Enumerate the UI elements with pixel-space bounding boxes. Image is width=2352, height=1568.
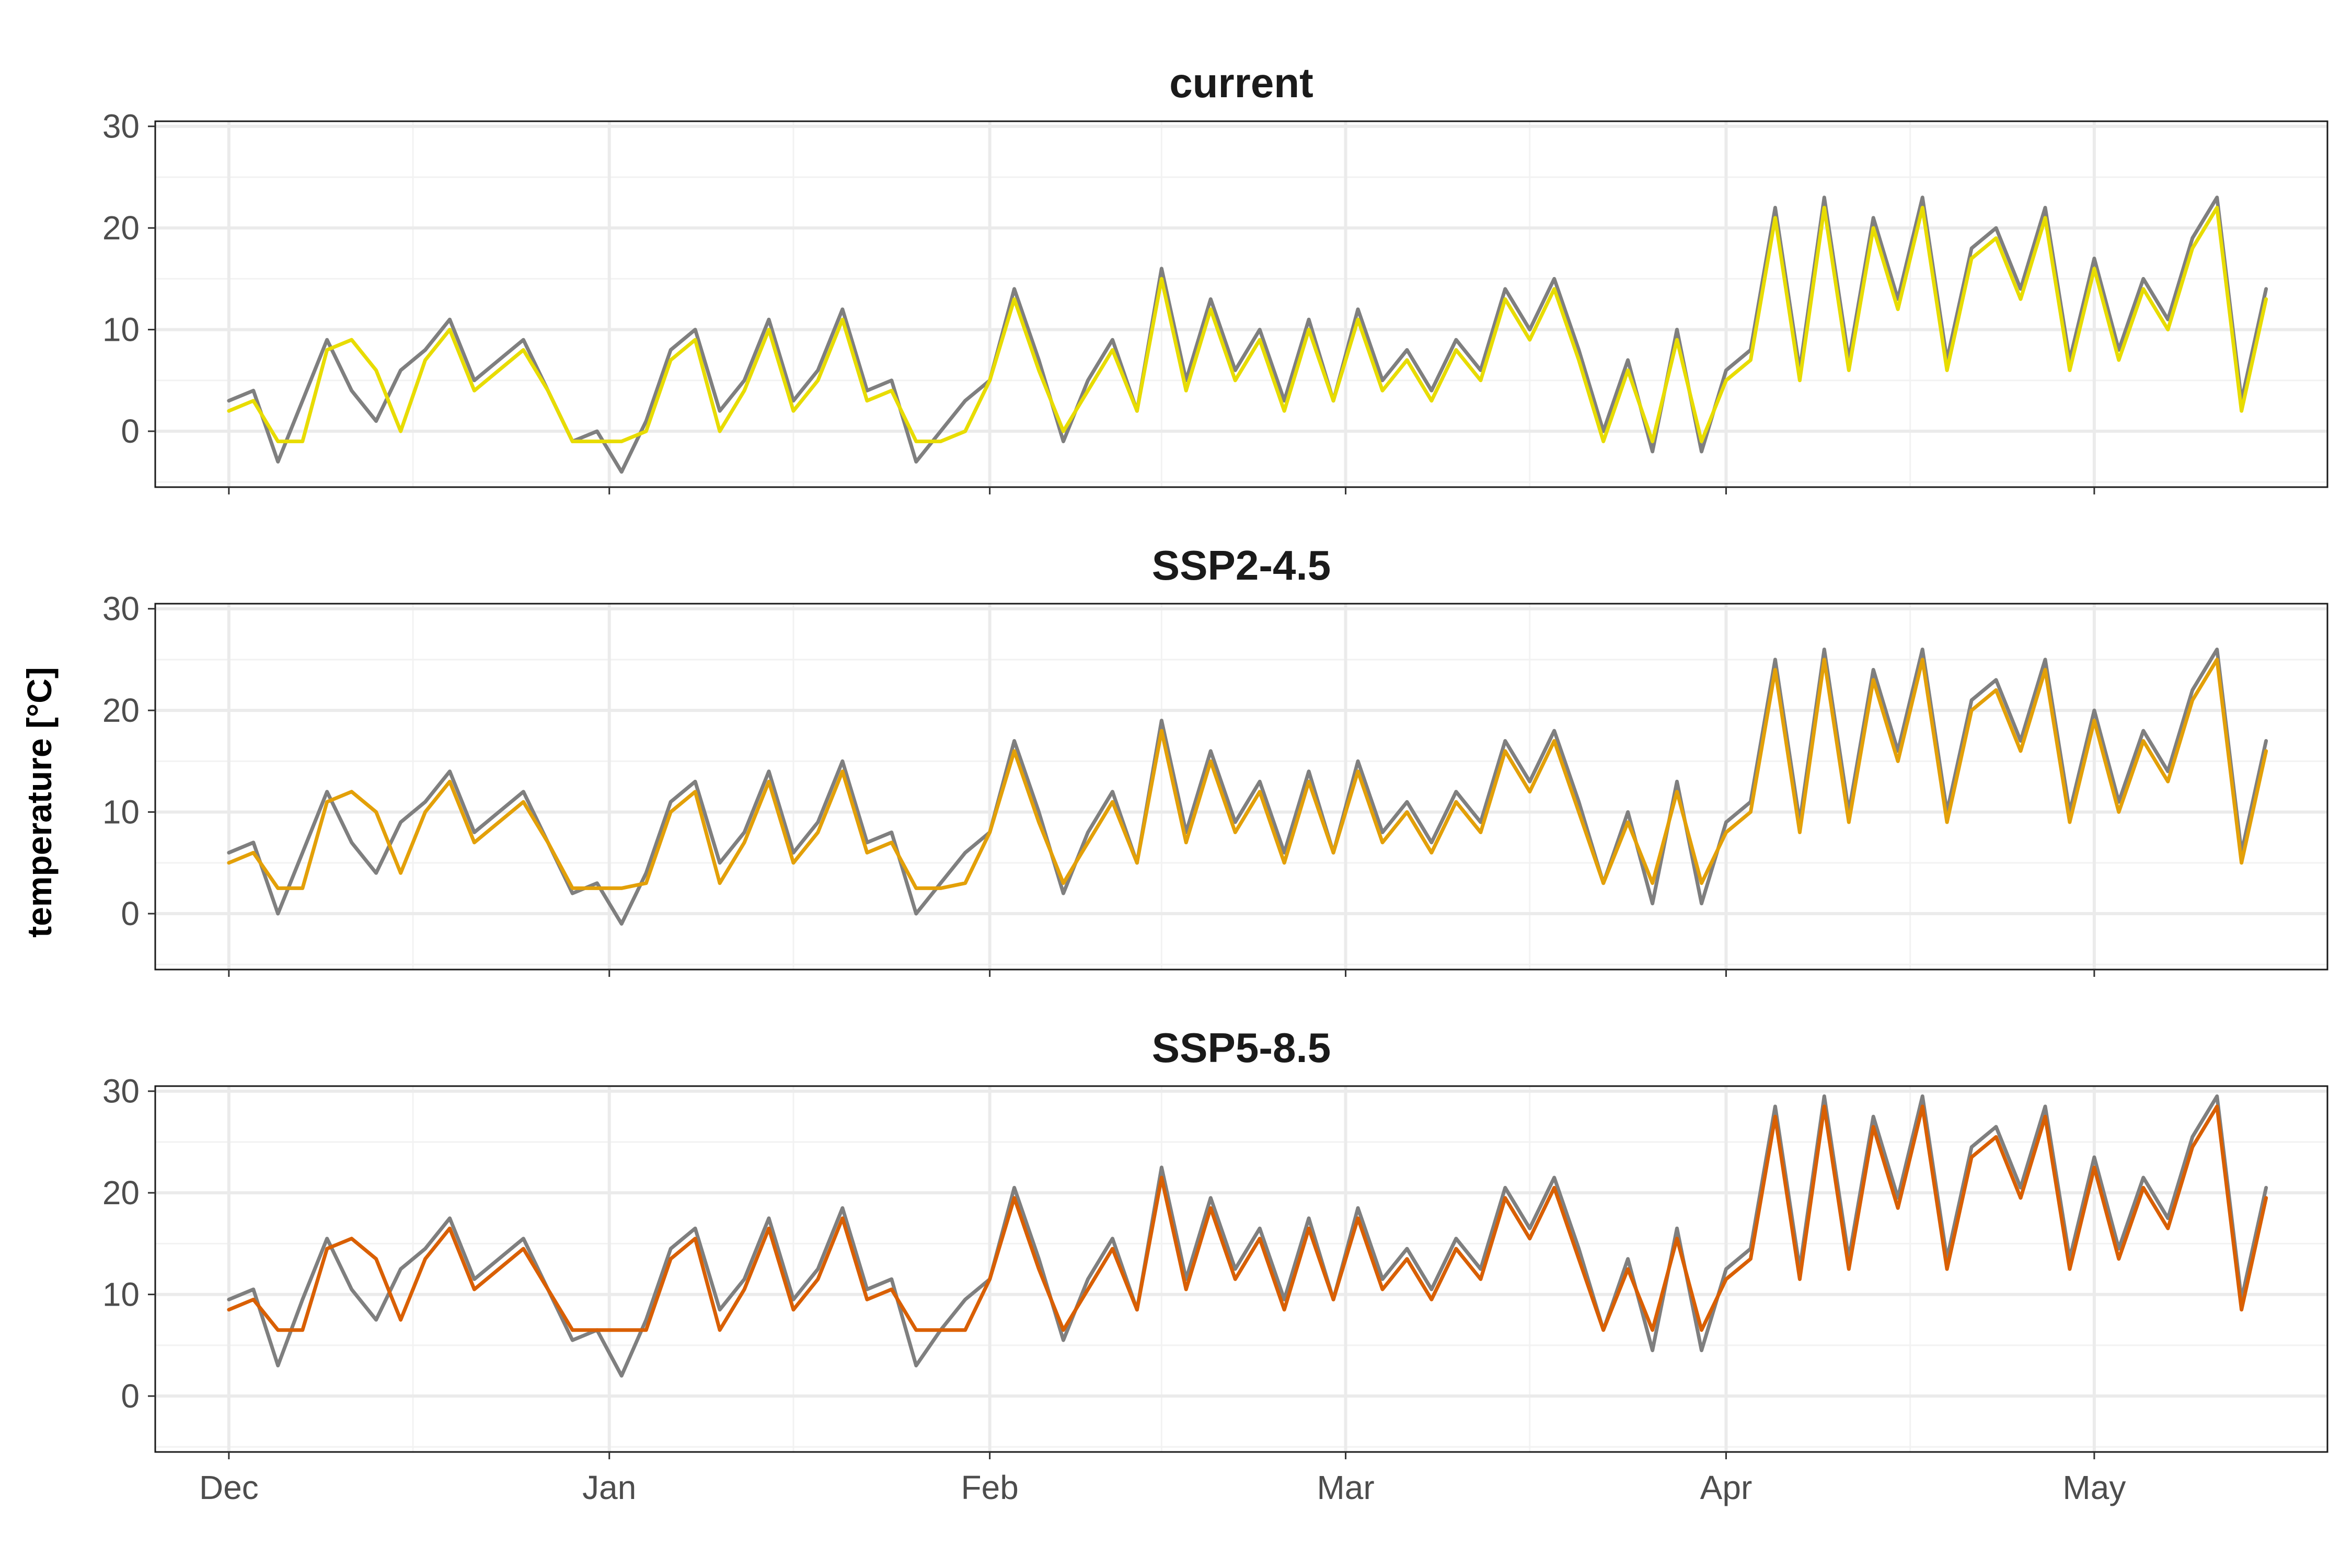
plot-area: [155, 121, 2327, 487]
y-axis-title: temperature [°C]: [20, 667, 59, 938]
panel-border: [154, 603, 2328, 971]
x-tick-label: Apr: [1700, 1469, 1753, 1506]
x-tick-label: May: [2062, 1469, 2126, 1506]
plot-area: [155, 604, 2327, 970]
panel-title: SSP5-8.5: [1152, 1024, 1331, 1071]
y-tick-label: 30: [102, 108, 140, 145]
y-tick-label: 10: [102, 793, 140, 831]
panel-title: SSP2-4.5: [1152, 542, 1331, 589]
x-tick-label: Jan: [582, 1469, 636, 1506]
y-tick-label: 10: [102, 311, 140, 349]
scenario-series: [227, 205, 2268, 443]
y-tick-label: 30: [102, 1073, 140, 1110]
y-tick-label: 0: [121, 412, 140, 450]
panel-border: [154, 1085, 2328, 1453]
y-tick-label: 20: [102, 209, 140, 247]
x-tick-label: Dec: [199, 1469, 259, 1506]
x-tick-label: Mar: [1317, 1469, 1374, 1506]
panel-title: current: [1169, 60, 1313, 106]
y-tick-label: 10: [102, 1276, 140, 1313]
panel-2: SSP2-4.5 0 10 20 30: [102, 542, 2328, 977]
panels: current 0 10 20 30 SSP2-4.5 0 10 20 30 SSP5-8.5 0 10…: [102, 60, 2328, 1506]
y-tick-label: 0: [121, 1377, 140, 1415]
panel-border: [154, 120, 2328, 488]
panel-1: current 0 10 20 30: [102, 60, 2328, 494]
y-tick-label: 0: [121, 895, 140, 932]
panel-3: SSP5-8.5 0 10 20 30 Dec Jan Feb Mar Apr May: [102, 1024, 2328, 1506]
scenario-series: [227, 1104, 2268, 1332]
y-tick-label: 20: [102, 691, 140, 729]
y-tick-label: 30: [102, 590, 140, 628]
x-tick-label: Feb: [961, 1469, 1019, 1506]
y-tick-label: 20: [102, 1174, 140, 1212]
scenario-series: [227, 658, 2268, 890]
